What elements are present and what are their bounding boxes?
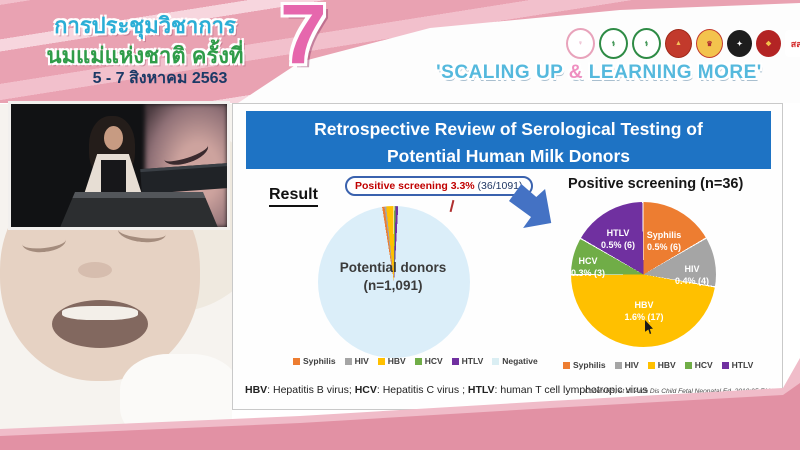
hbv-swatch-icon (377, 358, 385, 366)
red-royal-college-emblem-icon: ❖ (756, 30, 781, 57)
slice-label-syphilis: Syphilis 0.5% (6) (646, 230, 682, 252)
baby-smile (52, 300, 148, 348)
conference-title-line2: นมแม่แห่งชาติ ครั้งที่ (46, 43, 244, 68)
callout-pointer (449, 199, 455, 213)
hcv-swatch-icon (414, 358, 422, 366)
black-university-emblem-icon: ✦ (727, 30, 752, 57)
callout-highlight: Positive screening 3.3% (355, 180, 475, 192)
potential-donors-label-line1: Potential donors (339, 260, 447, 275)
presenter-video-frame (8, 101, 230, 230)
legend-item-negative: Negative (492, 356, 538, 366)
legend-item-htlv: HTLV (451, 356, 483, 366)
positive-screening-pie-chart (571, 202, 716, 347)
legend-item-hcv: HCV (684, 360, 713, 370)
slide-title-line1: Retrospective Review of Serological Test… (314, 119, 703, 139)
htlv-swatch-icon (451, 358, 459, 366)
conference-slogan: 'SCALING UP & LEARNING MORE' (400, 62, 798, 84)
conference-banner: การประชุมวิชาการ นมแม่แห่งชาติ ครั้งที่ … (0, 0, 800, 103)
slogan-ampersand: & (568, 62, 584, 83)
slide-title: Retrospective Review of Serological Test… (246, 111, 771, 169)
potential-donors-label: Potential donors (n=1,091) (293, 259, 493, 295)
left-pie-legend: Syphilis HIV HBV HCV HTLV Negative (293, 356, 538, 366)
green-medical-council-logo-icon: ⚕ (599, 28, 628, 59)
hiv-swatch-icon (344, 358, 352, 366)
slice-label-hiv: HIV 0.4% (4) (674, 264, 709, 286)
slide-title-line2: Potential Human Milk Donors (386, 146, 631, 167)
htlv-swatch-icon (721, 362, 729, 370)
legend-item-syphilis: Syphilis (293, 356, 336, 366)
baby-shoulder (120, 354, 232, 444)
presentation-slide: Retrospective Review of Serological Test… (232, 103, 783, 410)
royal-crown-emblem-icon: ♛ (696, 29, 723, 58)
syphilis-swatch-icon (293, 358, 300, 366)
legend-item-syphilis: Syphilis (563, 360, 606, 370)
mouse-cursor-icon (645, 320, 653, 334)
sponsor-logos-row: ♀ ⚕ ⚕ ▲ ♛ ✦ ❖ สสส (566, 28, 800, 59)
hbv-swatch-icon (647, 362, 655, 370)
slogan-part2: LEARNING MORE' (583, 62, 762, 83)
slogan-part1: 'SCALING UP (436, 62, 569, 83)
podium (59, 192, 219, 227)
potential-donors-label-line2: (n=1,091) (363, 278, 423, 294)
conference-title-line1: การประชุมวิชาการ (54, 13, 236, 38)
positive-screening-pie-title: Positive screening (n=36) (568, 176, 744, 192)
thai-health-promotion-logo: สสส (785, 30, 800, 57)
presenter-face (104, 126, 123, 150)
slice-label-htlv: HTLV 0.5% (6) (600, 228, 635, 250)
edition-number: 7 (280, 0, 327, 81)
reference-citation: Cohen RS, et al. Arch Dis Child Fetal Ne… (584, 388, 777, 402)
slice-label-hcv: HCV 0.3% (3) (570, 256, 605, 278)
hiv-swatch-icon (614, 362, 622, 370)
slice-label-hbv: HBV 1.6% (17) (624, 300, 664, 322)
callout-detail: (36/1091) (474, 180, 523, 192)
green-health-department-logo-icon: ⚕ (632, 28, 661, 59)
potential-donors-pie-chart (318, 206, 470, 358)
syphilis-swatch-icon (563, 362, 570, 370)
legend-item-hiv: HIV (614, 360, 639, 370)
legend-item-hbv: HBV (377, 356, 406, 366)
positive-screening-callout: Positive screening 3.3% (36/1091) (345, 176, 533, 196)
hcv-swatch-icon (684, 362, 692, 370)
baby-teeth (62, 306, 138, 320)
result-heading: Result (269, 186, 318, 207)
legend-item-htlv: HTLV (721, 360, 753, 370)
baby-nose (78, 262, 112, 278)
legend-item-hbv: HBV (647, 360, 676, 370)
negative-swatch-icon (492, 358, 500, 366)
conference-date: 5 - 7 สิงหาคม 2563 (92, 70, 228, 87)
red-gold-college-emblem-icon: ▲ (665, 29, 692, 58)
legend-item-hiv: HIV (344, 356, 369, 366)
legend-item-hcv: HCV (414, 356, 443, 366)
mother-child-foundation-logo-icon: ♀ (566, 28, 595, 59)
right-pie-legend: Syphilis HIV HBV HCV HTLV (563, 360, 753, 370)
